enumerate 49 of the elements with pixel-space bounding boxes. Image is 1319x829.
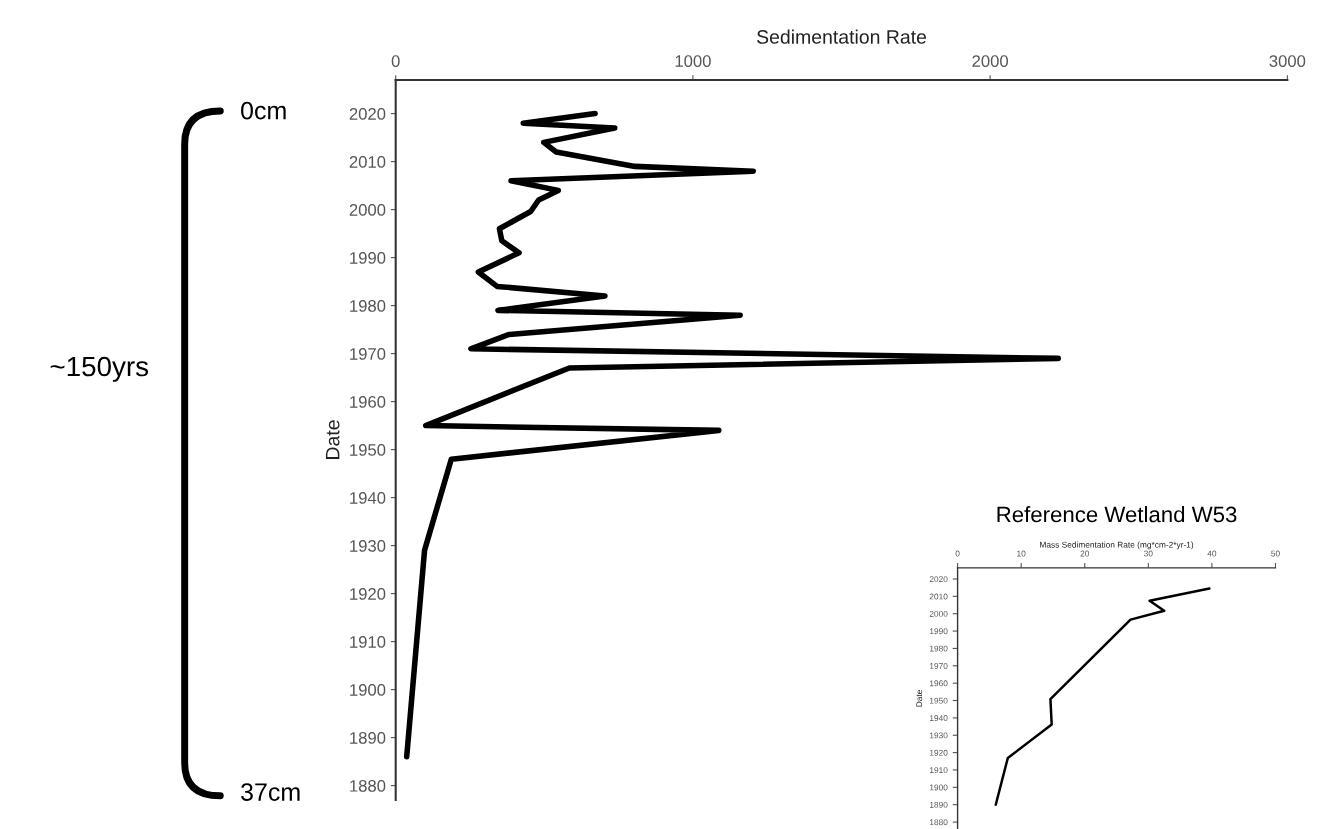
x-axis-title: Mass Sedimentation Rate (mg*cm-2*yr-1)	[1040, 541, 1194, 550]
text: 0cm	[241, 101, 286, 120]
x-tick-label: 3000	[1269, 55, 1306, 67]
y-tick-label: 2000	[349, 204, 386, 216]
text: ~150yrs	[50, 356, 149, 382]
y-tick-label: 1980	[350, 300, 386, 312]
x-tick-label: 20	[1080, 550, 1090, 557]
y-tick-label: 1920	[929, 749, 948, 756]
y-tick-label: 1980	[929, 645, 948, 652]
y-tick-label: 1950	[350, 443, 386, 456]
y-tick-label: 1910	[350, 635, 386, 648]
y-tick-label: 1900	[350, 683, 386, 696]
y-tick-label: 2020	[349, 108, 386, 120]
x-tick-label: 40	[1207, 550, 1217, 557]
y-tick-label: 1930	[929, 732, 948, 739]
x-tick-label: 1000	[675, 55, 711, 67]
line-series	[994, 587, 1211, 806]
x-axis-title: Sedimentation Rate	[757, 29, 927, 44]
y-tick-label: 1930	[350, 539, 386, 552]
y-tick-label: 1960	[929, 680, 948, 687]
y-tick-label: 1940	[929, 715, 948, 721]
x-tick-label: 0	[955, 550, 960, 557]
y-tick-label: 2010	[349, 156, 386, 168]
x-tick-label: 0	[391, 55, 400, 67]
y-tick-label: 1880	[929, 819, 948, 826]
y-tick-label: 2020	[929, 576, 948, 583]
y-tick-label: 1950	[929, 697, 948, 704]
y-axis-title: Date	[916, 690, 923, 707]
x-tick-label: 10	[1017, 550, 1026, 557]
y-tick-label: 1890	[929, 801, 948, 808]
y-tick-label: 1970	[929, 662, 948, 669]
y-axis-title: Date	[325, 420, 340, 459]
y-tick-label: 2000	[929, 610, 948, 617]
y-tick-label: 2010	[929, 593, 948, 600]
y-tick-label: 1890	[350, 731, 386, 744]
y-tick-label: 1990	[929, 628, 948, 635]
y-tick-label: 1990	[350, 252, 386, 264]
y-tick-label: 1920	[350, 587, 386, 600]
y-tick-label: 1880	[350, 779, 386, 792]
y-tick-label: 1970	[350, 347, 386, 360]
x-tick-label: 2000	[972, 55, 1009, 67]
y-tick-label: 1900	[929, 784, 948, 791]
text: 37cm	[241, 783, 300, 801]
x-tick-label: 30	[1144, 550, 1153, 557]
y-tick-label: 1960	[350, 395, 386, 408]
chart-title: Reference Wetland W53	[997, 506, 1237, 523]
y-tick-label: 1940	[350, 491, 386, 504]
y-tick-label: 1910	[929, 767, 948, 774]
x-tick-label: 50	[1271, 550, 1280, 557]
